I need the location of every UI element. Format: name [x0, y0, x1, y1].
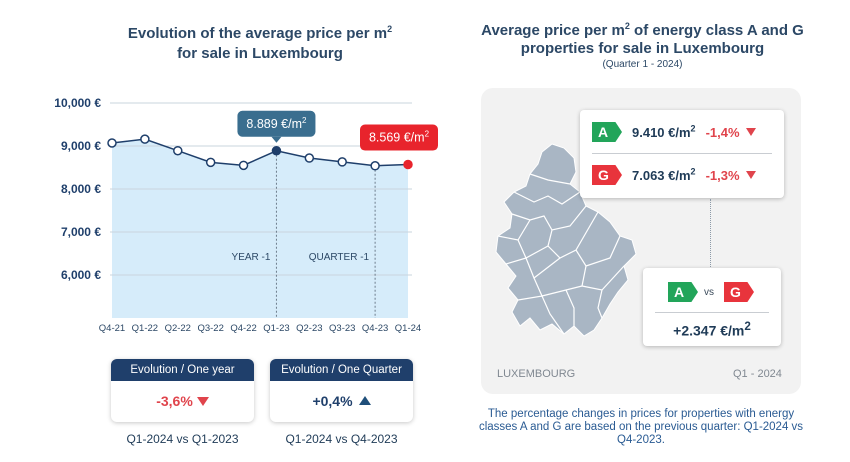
marker-label: YEAR -1 — [232, 252, 271, 263]
x-tick-label: Q2-22 — [165, 323, 191, 334]
x-tick-label: Q3-22 — [197, 323, 223, 334]
class-a-badge: A — [592, 122, 622, 142]
marker-label: QUARTER -1 — [309, 252, 370, 263]
class-a-price: 9.410 €/m2 — [632, 123, 696, 140]
class-a-row: A 9.410 €/m2 -1,4% — [592, 121, 756, 143]
class-a-price-text: 9.410 €/m — [632, 124, 691, 140]
chart-title-line2: for sale in Luxembourg — [177, 45, 343, 62]
price-evolution-chart: 6,000 € 7,000 € 8,000 € 9,000 € 10,000 € YEAR… — [54, 96, 438, 334]
x-tick-label: Q4-23 — [362, 323, 388, 334]
data-point — [107, 138, 117, 148]
y-tick-label: 9,000 € — [61, 139, 101, 153]
class-g-price-sup: 2 — [690, 166, 696, 177]
class-a-change: -1,4% — [705, 124, 740, 140]
diff-a-badge: A — [668, 282, 698, 302]
evolution-quarter-card: Evolution / One Quarter +0,4% — [270, 359, 413, 422]
data-point — [238, 160, 249, 171]
evolution-year-footer: Q1-2024 vs Q1-2023 — [126, 432, 239, 446]
price-callout-sup: 2 — [425, 130, 430, 139]
diff-value: +2.347 €/m2 — [643, 320, 781, 339]
diff-value-text: +2.347 €/m — [673, 322, 745, 339]
series-line — [111, 138, 409, 167]
class-g-price-text: 7.063 €/m — [632, 167, 691, 183]
class-g-badge: G — [592, 165, 622, 185]
x-tick-label: Q4-21 — [99, 323, 125, 334]
chart-title-line1: Evolution of the average price per m — [127, 25, 388, 42]
class-g-price: 7.063 €/m2 — [632, 166, 696, 183]
data-point — [304, 153, 315, 163]
energy-title-sup: 2 — [624, 21, 630, 31]
map-label: LUXEMBOURG — [497, 368, 576, 380]
price-difference-box: A vs G +2.347 €/m2 — [643, 268, 781, 346]
evolution-year-card: Evolution / One year -3,6% — [111, 359, 254, 422]
evolution-year-value: -3,6% — [156, 393, 193, 409]
price-callout — [360, 124, 438, 151]
class-divider — [592, 153, 772, 154]
period-label: Q1 - 2024 — [733, 368, 782, 380]
evolution-year-header: Evolution / One year — [111, 359, 254, 381]
evolution-year-value-wrap: -3,6% — [111, 381, 254, 422]
diff-vs-label: vs — [704, 286, 714, 298]
y-tick-label: 7,000 € — [61, 225, 101, 239]
luxembourg-map-districts — [497, 173, 625, 335]
data-point — [337, 157, 347, 167]
energy-title-part1: Average price per m — [481, 22, 625, 39]
x-tick-label: Q1-22 — [132, 323, 158, 334]
arrow-down-icon — [745, 128, 756, 136]
x-tick-label: Q4-22 — [230, 323, 256, 334]
arrow-up-icon — [358, 396, 371, 405]
chart-title: Evolution of the average price per m2 fo… — [95, 24, 425, 64]
data-point — [205, 157, 216, 168]
price-callout — [237, 110, 316, 137]
diff-badges: A vs G — [668, 282, 754, 302]
evolution-quarter-footer: Q1-2024 vs Q4-2023 — [285, 432, 398, 446]
price-callout-sup: 2 — [302, 116, 307, 125]
x-tick-label: Q2-23 — [296, 323, 322, 334]
arrow-down-icon — [196, 397, 209, 406]
price-callout-label: 8.889 €/m2 — [246, 116, 307, 131]
energy-class-box: A 9.410 €/m2 -1,4% G 7.063 €/m2 -1,3% — [580, 110, 784, 198]
evolution-quarter-value-wrap: +0,4% — [270, 381, 413, 422]
class-a-price-sup: 2 — [690, 123, 696, 134]
y-tick-label: 8,000 € — [61, 182, 101, 196]
x-tick-label: Q3-23 — [329, 323, 355, 334]
diff-g-badge: G — [724, 282, 754, 302]
evolution-quarter-value: +0,4% — [312, 393, 353, 409]
footnote: The percentage changes in prices for pro… — [478, 408, 804, 446]
energy-class-subtitle: (Quarter 1 - 2024) — [602, 59, 683, 70]
evolution-quarter-header: Evolution / One Quarter — [270, 359, 413, 381]
dotted-connector — [710, 199, 711, 267]
data-point — [140, 134, 150, 144]
energy-title-line2: properties for sale in Luxembourg — [520, 40, 765, 57]
diff-value-sup: 2 — [744, 320, 751, 333]
arrow-down-icon — [745, 171, 756, 179]
data-point — [173, 145, 183, 156]
area-fill — [112, 139, 408, 318]
class-g-change: -1,3% — [705, 167, 740, 183]
class-g-row: G 7.063 €/m2 -1,3% — [592, 164, 756, 186]
energy-class-title: Average price per m2 of energy class A a… — [470, 22, 815, 58]
callout-pointer — [271, 136, 282, 143]
y-tick-label: 10,000 € — [54, 96, 101, 110]
x-tick-label: Q1-23 — [263, 323, 289, 334]
chart-title-sup: 2 — [387, 24, 393, 34]
data-point — [403, 159, 413, 170]
data-point — [370, 161, 380, 171]
energy-title-part2: of energy class A and G — [629, 22, 804, 39]
y-tick-label: 6,000 € — [61, 268, 101, 282]
x-tick-label: Q1-24 — [395, 323, 421, 334]
luxembourg-map — [495, 143, 637, 337]
diff-divider — [655, 312, 769, 313]
data-point — [271, 146, 282, 156]
price-callout-label: 8.569 €/m2 — [369, 130, 430, 145]
